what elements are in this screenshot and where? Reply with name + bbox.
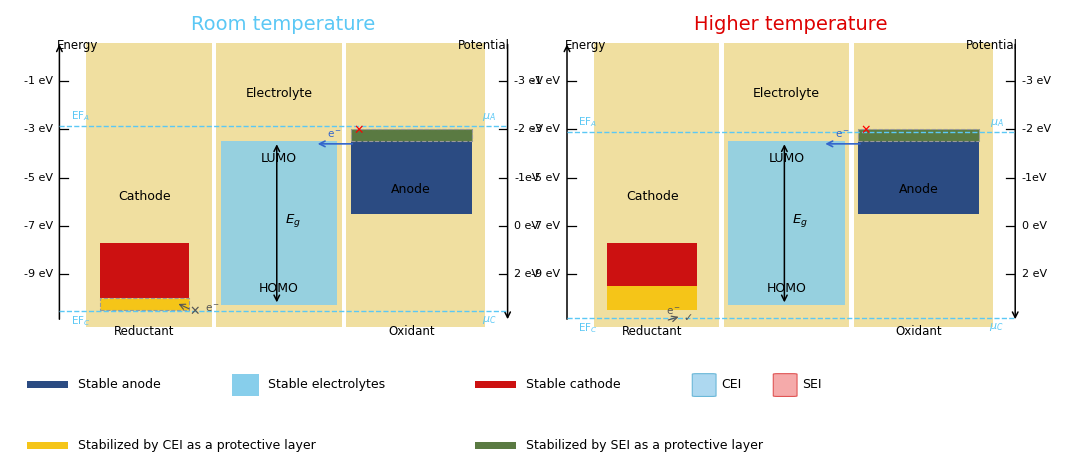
Text: Oxidant: Oxidant — [895, 325, 942, 338]
Text: -7 eV: -7 eV — [24, 221, 53, 231]
Bar — [859, 129, 980, 141]
Bar — [854, 43, 993, 327]
Text: $\mu_C$: $\mu_C$ — [989, 321, 1004, 333]
Title: Room temperature: Room temperature — [191, 15, 376, 34]
Bar — [728, 141, 845, 305]
Bar — [351, 141, 472, 214]
Text: HOMO: HOMO — [767, 282, 807, 295]
Bar — [475, 442, 516, 449]
Text: EF$_A$: EF$_A$ — [70, 109, 90, 123]
Bar — [347, 43, 485, 327]
Bar — [216, 43, 341, 327]
Text: Reductant: Reductant — [114, 325, 175, 338]
Text: -5 eV: -5 eV — [24, 173, 53, 182]
Bar — [724, 43, 849, 327]
Text: Anode: Anode — [899, 183, 939, 196]
Text: CEI: CEI — [721, 378, 742, 391]
Text: Stable cathode: Stable cathode — [526, 378, 621, 391]
Text: e$^-$: e$^-$ — [327, 129, 342, 140]
Text: -1eV: -1eV — [514, 173, 540, 182]
Text: -3 eV: -3 eV — [531, 124, 561, 135]
Text: -1eV: -1eV — [1022, 173, 1048, 182]
FancyBboxPatch shape — [773, 374, 797, 396]
Text: e$^-$: e$^-$ — [835, 129, 850, 140]
Bar — [351, 129, 472, 141]
Text: ✕: ✕ — [353, 124, 364, 137]
FancyBboxPatch shape — [692, 374, 716, 396]
Text: 2 eV: 2 eV — [514, 269, 539, 279]
Bar — [607, 286, 697, 310]
Bar — [475, 381, 516, 388]
Text: ✕: ✕ — [861, 124, 872, 137]
Text: Potential: Potential — [966, 39, 1017, 52]
Text: $\mu_A$: $\mu_A$ — [483, 111, 497, 123]
Text: Stable anode: Stable anode — [78, 378, 161, 391]
Text: LUMO: LUMO — [261, 152, 297, 165]
Text: -2 eV: -2 eV — [514, 124, 543, 135]
Text: $E_g$: $E_g$ — [792, 212, 808, 229]
Text: -1 eV: -1 eV — [531, 76, 561, 86]
Text: 2 eV: 2 eV — [1022, 269, 1047, 279]
Bar — [27, 442, 68, 449]
Text: 0 eV: 0 eV — [514, 221, 539, 231]
Text: Anode: Anode — [391, 183, 431, 196]
Text: Reductant: Reductant — [622, 325, 683, 338]
Text: -2 eV: -2 eV — [1022, 124, 1051, 135]
Text: Stable electrolytes: Stable electrolytes — [268, 378, 384, 391]
Text: HOMO: HOMO — [259, 282, 299, 295]
Text: -9 eV: -9 eV — [531, 269, 561, 279]
Text: e$^-$: e$^-$ — [205, 303, 220, 314]
Text: Cathode: Cathode — [118, 191, 171, 203]
Text: Potential: Potential — [458, 39, 510, 52]
Text: ✕: ✕ — [189, 305, 200, 318]
Text: -3 eV: -3 eV — [24, 124, 53, 135]
Text: Energy: Energy — [57, 39, 98, 52]
Text: SEI: SEI — [802, 378, 822, 391]
Bar — [27, 381, 68, 388]
Bar — [594, 43, 719, 327]
Text: $\mu_C$: $\mu_C$ — [482, 314, 497, 326]
Bar — [86, 43, 212, 327]
Text: -7 eV: -7 eV — [531, 221, 561, 231]
Title: Higher temperature: Higher temperature — [694, 15, 888, 34]
Bar — [607, 243, 697, 298]
Text: LUMO: LUMO — [769, 152, 805, 165]
Text: Stabilized by SEI as a protective layer: Stabilized by SEI as a protective layer — [526, 439, 762, 452]
Text: -5 eV: -5 eV — [531, 173, 561, 182]
Text: EF$_A$: EF$_A$ — [578, 115, 597, 129]
Text: Oxidant: Oxidant — [388, 325, 434, 338]
Text: -3 eV: -3 eV — [514, 76, 543, 86]
Bar — [99, 298, 189, 310]
Text: -1 eV: -1 eV — [24, 76, 53, 86]
Text: Electrolyte: Electrolyte — [245, 87, 312, 100]
Text: Cathode: Cathode — [625, 191, 678, 203]
Bar — [220, 141, 337, 305]
Bar — [99, 243, 189, 298]
Text: $\mu_A$: $\mu_A$ — [990, 117, 1004, 129]
Text: EF$_C$: EF$_C$ — [70, 314, 91, 328]
Text: -9 eV: -9 eV — [24, 269, 53, 279]
Text: EF$_C$: EF$_C$ — [578, 321, 598, 335]
Text: ✓: ✓ — [684, 313, 693, 323]
Text: $E_g$: $E_g$ — [284, 212, 300, 229]
Text: -3 eV: -3 eV — [1022, 76, 1051, 86]
Text: Energy: Energy — [565, 39, 606, 52]
Bar — [859, 141, 980, 214]
Text: Stabilized by CEI as a protective layer: Stabilized by CEI as a protective layer — [78, 439, 315, 452]
Bar — [232, 374, 259, 396]
Text: Electrolyte: Electrolyte — [753, 87, 820, 100]
Text: e$^-$: e$^-$ — [665, 306, 680, 317]
Text: 0 eV: 0 eV — [1022, 221, 1047, 231]
